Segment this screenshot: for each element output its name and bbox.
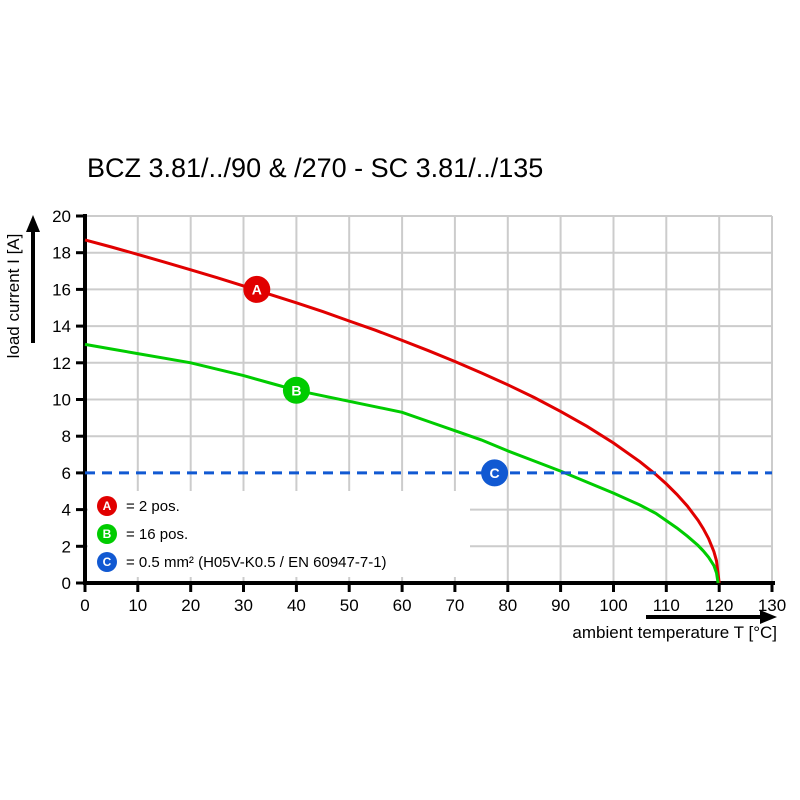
series-curve-B	[84, 342, 720, 584]
y-axis-arrow-icon	[26, 215, 40, 343]
legend-item-label: = 0.5 mm² (H05V-K0.5 / EN 60947-7-1)	[126, 553, 387, 571]
x-tick-label: 30	[234, 596, 253, 615]
x-tick-label: 110	[653, 596, 680, 615]
x-tick-label: 20	[181, 596, 200, 615]
y-tick-label: 14	[52, 317, 71, 336]
legend-badge-B: B	[97, 524, 117, 544]
x-tick-label: 120	[705, 596, 733, 615]
legend-item-label: = 2 pos.	[126, 497, 180, 515]
y-tick-label: 6	[62, 464, 71, 483]
legend-item: B = 16 pos.	[97, 523, 470, 545]
y-tick-label: 16	[52, 280, 71, 299]
marker-letter-C: C	[490, 465, 500, 481]
x-axis-arrow-icon	[646, 610, 777, 624]
legend-item: C = 0.5 mm² (H05V-K0.5 / EN 60947-7-1)	[97, 551, 470, 573]
x-tick-label: 100	[599, 596, 627, 615]
legend-badge-A: A	[97, 496, 117, 516]
y-tick-label: 12	[52, 354, 71, 373]
x-tick-label: 90	[551, 596, 570, 615]
x-tick-label: 70	[445, 596, 464, 615]
marker-A	[243, 275, 271, 303]
legend-badge-C: C	[97, 552, 117, 572]
y-tick-label: 2	[62, 537, 71, 556]
marker-letter-A: A	[252, 281, 262, 297]
y-tick-label: 20	[52, 207, 71, 226]
legend-item-label: = 16 pos.	[126, 525, 189, 543]
x-tick-label: 0	[80, 596, 89, 615]
series-curve-A	[84, 238, 721, 584]
y-axis-label: load current I [A]	[4, 233, 23, 359]
x-tick-label: 50	[340, 596, 359, 615]
y-tick-label: 18	[52, 244, 71, 263]
chart-legend: A = 2 pos. B = 16 pos. C = 0.5 mm² (H05V-K0.5…	[88, 491, 470, 577]
y-tick-label: 4	[62, 501, 71, 520]
x-tick-label: 10	[128, 596, 147, 615]
y-tick-label: 8	[62, 427, 71, 446]
marker-letter-B: B	[291, 382, 301, 398]
legend-item: A = 2 pos.	[97, 495, 470, 517]
marker-B	[282, 376, 310, 404]
x-tick-label: 130	[758, 596, 786, 615]
marker-C	[481, 459, 509, 487]
x-tick-label: 60	[393, 596, 412, 615]
x-tick-label: 40	[287, 596, 306, 615]
x-tick-label: 80	[498, 596, 517, 615]
page-title: BCZ 3.81/../90 & /270 - SC 3.81/../135	[87, 153, 544, 183]
x-axis-label: ambient temperature T [°C]	[572, 623, 777, 642]
y-tick-label: 0	[62, 574, 71, 593]
y-tick-label: 10	[52, 391, 71, 410]
